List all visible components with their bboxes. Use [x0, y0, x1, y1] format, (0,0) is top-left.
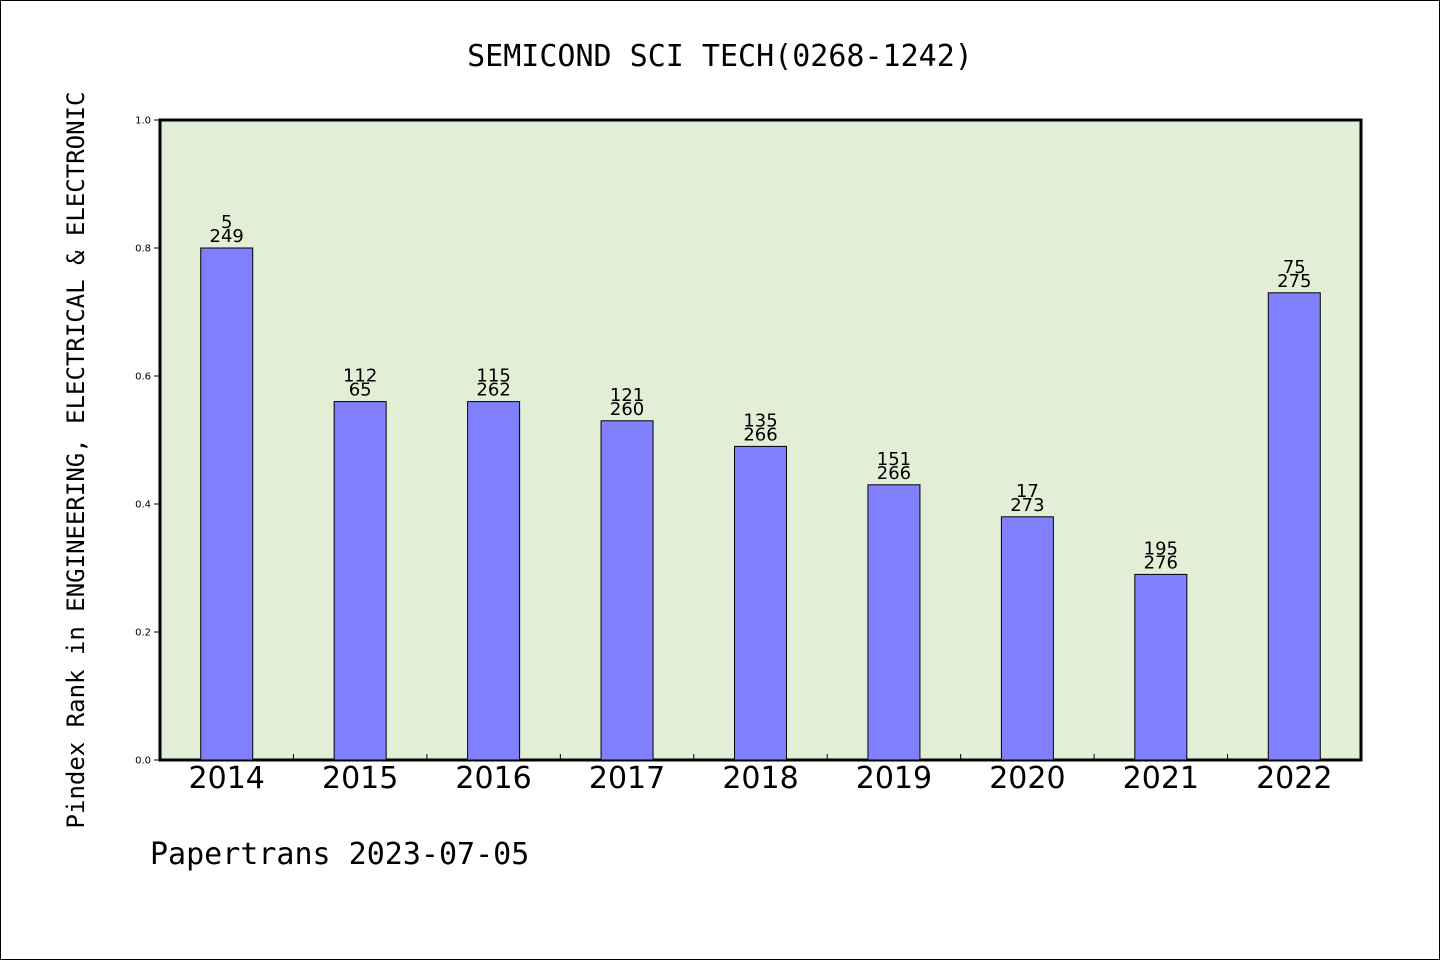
y-tick-label: 0.0	[135, 756, 151, 767]
bar-rank-label: 115	[476, 366, 510, 387]
x-tick-label: 2018	[722, 761, 798, 796]
bar-rank-label: 112	[343, 366, 377, 387]
x-tick-label: 2014	[189, 761, 265, 796]
x-tick-label: 2021	[1123, 761, 1199, 796]
bar-2022	[1267, 292, 1321, 761]
x-tick-label: 2017	[589, 761, 665, 796]
bar-total-label: 273	[1010, 495, 1044, 516]
bar-2020	[1000, 516, 1054, 761]
bar-total-label: 266	[877, 463, 911, 484]
bar-rank-label: 75	[1283, 257, 1306, 278]
bar-total-label: 262	[476, 380, 510, 401]
bar-2014	[200, 247, 254, 761]
y-tick-label: 0.4	[135, 500, 151, 511]
bar-total-label: 275	[1277, 271, 1311, 292]
bar-2021	[1134, 573, 1188, 761]
bar-rank-label: 17	[1016, 481, 1039, 502]
x-tick-label: 2022	[1256, 761, 1332, 796]
y-tick-label: 0.6	[135, 372, 151, 383]
bar-rank-label: 121	[610, 385, 644, 406]
bar-rank-label: 135	[743, 410, 777, 431]
bar-2019	[867, 484, 921, 761]
bar-total-label: 260	[610, 399, 644, 420]
bar-total-label: 249	[210, 226, 244, 247]
y-tick-label: 1.0	[135, 116, 151, 127]
bar-2015	[333, 401, 387, 761]
x-tick-label: 2016	[455, 761, 531, 796]
x-tick-label: 2020	[989, 761, 1065, 796]
x-tick-label: 2019	[856, 761, 932, 796]
bar-2018	[734, 445, 787, 761]
chart-title: SEMICOND SCI TECH(0268-1242)	[467, 39, 973, 74]
bar-rank-label: 195	[1144, 538, 1178, 559]
bar-rank-label: 151	[877, 449, 911, 470]
bar-rank-label: 5	[221, 212, 232, 233]
bar-total-label: 276	[1144, 552, 1178, 573]
y-tick-label: 0.2	[135, 628, 151, 639]
bar-total-label: 65	[349, 380, 372, 401]
x-tick-label: 2015	[322, 761, 398, 796]
bar-2017	[600, 420, 654, 761]
bar-2016	[467, 401, 521, 761]
footer-text: Papertrans 2023-07-05	[150, 837, 529, 872]
y-axis-label: Pindex Rank in ENGINEERING, ELECTRICAL &…	[62, 92, 90, 829]
y-tick-label: 0.8	[135, 244, 151, 255]
bar-total-label: 266	[743, 424, 777, 445]
